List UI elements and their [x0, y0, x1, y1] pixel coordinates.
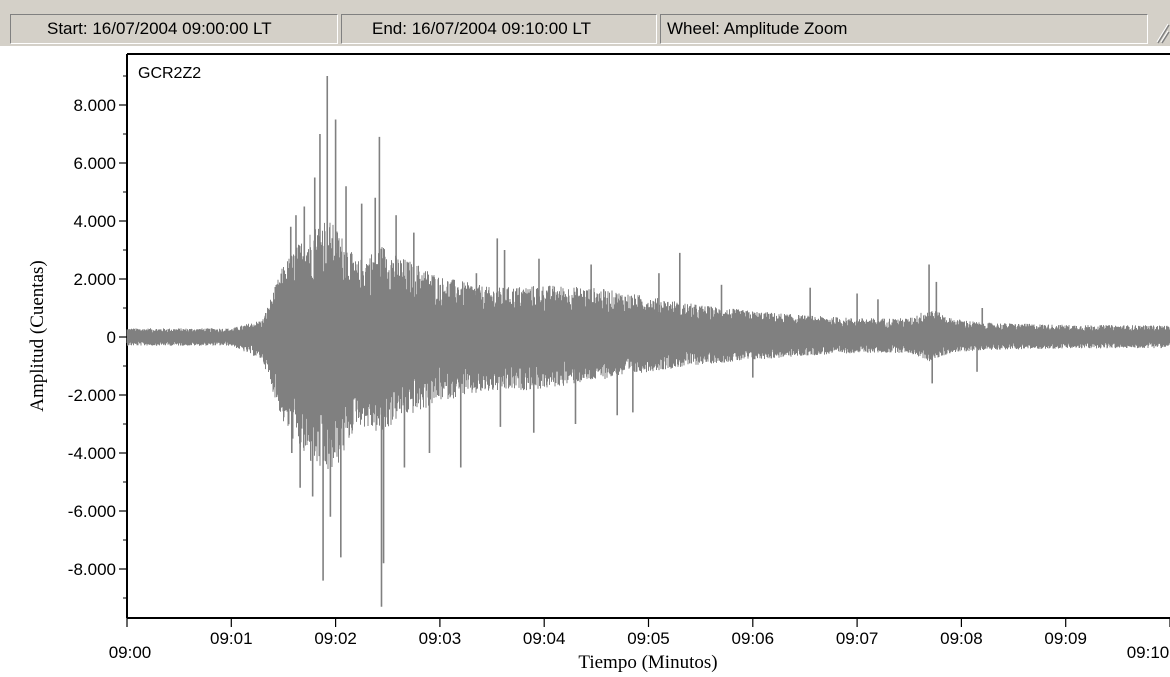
x-tick-label: 09:10 [1127, 643, 1170, 662]
x-tick-label: 09:04 [523, 629, 566, 648]
wheel-mode-pane: Wheel: Amplitude Zoom [660, 14, 1148, 44]
size-grip-icon[interactable] [1148, 14, 1170, 44]
x-tick-label: 09:05 [627, 629, 670, 648]
x-tick-label: 09:08 [940, 629, 983, 648]
y-tick-label: 6.000 [73, 154, 116, 173]
station-label: GCR2Z2 [138, 65, 201, 82]
waveform-trace [126, 76, 1170, 607]
x-tick-label: 09:01 [210, 629, 253, 648]
x-axis-label: Tiempo (Minutos) [578, 652, 717, 673]
seismogram-plot-area[interactable]: 8.000 6.000 4.000 2.000 0 -2.000 -4.000 -6.000 -… [0, 46, 1170, 677]
status-bar: Start: 16/07/2004 09:00:00 LT End: 16/07… [0, 0, 1170, 44]
x-tick-label: 09:00 [109, 643, 152, 662]
start-time-pane: Start: 16/07/2004 09:00:00 LT [10, 14, 338, 44]
y-tick-label: 4.000 [73, 212, 116, 231]
x-tick-label: 09:09 [1044, 629, 1087, 648]
y-axis-ticks: 8.000 6.000 4.000 2.000 0 -2.000 -4.000 -6.000 -… [68, 75, 127, 599]
y-tick-label: -4.000 [68, 444, 116, 463]
seismogram-chart[interactable]: 8.000 6.000 4.000 2.000 0 -2.000 -4.000 -6.000 -… [0, 46, 1170, 677]
y-tick-label: 2.000 [73, 270, 116, 289]
waveform-body [126, 221, 1170, 469]
x-tick-label: 09:07 [836, 629, 879, 648]
x-tick-label: 09:06 [732, 629, 775, 648]
y-tick-label: -8.000 [68, 560, 116, 579]
x-tick-label: 09:03 [419, 629, 462, 648]
y-tick-label: 8.000 [73, 96, 116, 115]
y-tick-label: -6.000 [68, 502, 116, 521]
x-axis-ticks: 09:00 09:01 09:02 09:03 09:04 09:05 09:06 09:07… [109, 618, 1170, 662]
y-axis-label: Amplitud (Cuentas) [27, 260, 48, 411]
y-tick-label: -2.000 [68, 386, 116, 405]
end-time-pane: End: 16/07/2004 09:10:00 LT [341, 14, 657, 44]
y-tick-label: 0 [107, 328, 116, 347]
x-tick-label: 09:02 [314, 629, 357, 648]
